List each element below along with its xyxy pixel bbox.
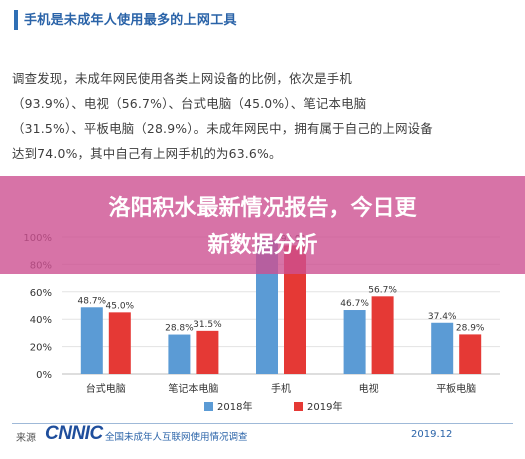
section-heading: 手机是未成年人使用最多的上网工具 bbox=[24, 13, 237, 28]
data-label: 48.7% bbox=[78, 296, 107, 306]
legend-swatch bbox=[294, 402, 303, 411]
bar bbox=[459, 334, 482, 374]
data-label: 46.7% bbox=[340, 299, 369, 309]
bar bbox=[371, 296, 394, 374]
cnnic-logo: CNNIC bbox=[45, 423, 103, 444]
bar bbox=[431, 322, 454, 374]
banner-title-line1: 洛阳积水最新情况报告，今日更 bbox=[108, 196, 417, 221]
survey-paragraph: 调查发现，未成年网民使用各类上网设备的比例，依次是手机 （93.9%）、电视（5… bbox=[12, 66, 512, 166]
legend-label: 2019年 bbox=[307, 400, 342, 413]
legend-swatch bbox=[204, 402, 213, 411]
bar bbox=[196, 330, 219, 374]
heading-accent-bar bbox=[14, 10, 18, 30]
paragraph-line: （93.9%）、电视（56.7%）、台式电脑（45.0%）、笔记本电脑 bbox=[12, 96, 367, 111]
y-tick-label: 0% bbox=[36, 370, 52, 381]
footer-date: 2019.12 bbox=[411, 429, 453, 440]
bar bbox=[108, 312, 131, 374]
data-label: 28.8% bbox=[165, 324, 194, 334]
bar bbox=[80, 307, 103, 374]
source-label: 来源 bbox=[16, 433, 36, 444]
x-tick-label: 笔记本电脑 bbox=[168, 382, 218, 395]
x-tick-label: 平板电脑 bbox=[436, 382, 476, 395]
source-text: 全国未成年人互联网使用情况调查 bbox=[105, 432, 248, 443]
x-tick-label: 电视 bbox=[359, 382, 379, 395]
data-label: 56.7% bbox=[368, 285, 397, 295]
y-tick-label: 40% bbox=[30, 315, 52, 326]
bar bbox=[284, 245, 306, 374]
data-label: 37.4% bbox=[428, 312, 457, 322]
banner-title-line2: 新数据分析 bbox=[207, 233, 318, 258]
x-tick-label: 台式电脑 bbox=[86, 382, 126, 395]
data-label: 31.5% bbox=[193, 320, 222, 330]
footer-divider bbox=[12, 423, 513, 424]
bar bbox=[343, 310, 366, 374]
data-label: 45.0% bbox=[106, 301, 135, 311]
y-tick-label: 60% bbox=[30, 288, 52, 299]
paragraph-line: （31.5%）、平板电脑（28.9%）。未成年网民中，拥有属于自己的上网设备 bbox=[12, 121, 433, 136]
y-tick-label: 20% bbox=[30, 343, 52, 354]
x-tick-label: 手机 bbox=[271, 382, 291, 395]
paragraph-line: 达到74.0%，其中自己有上网手机的为63.6%。 bbox=[12, 146, 282, 161]
data-label: 28.9% bbox=[456, 323, 485, 333]
paragraph-line: 调查发现，未成年网民使用各类上网设备的比例，依次是手机 bbox=[12, 71, 352, 86]
headline-banner bbox=[0, 176, 525, 274]
legend-label: 2018年 bbox=[217, 400, 252, 413]
bar bbox=[168, 334, 191, 374]
